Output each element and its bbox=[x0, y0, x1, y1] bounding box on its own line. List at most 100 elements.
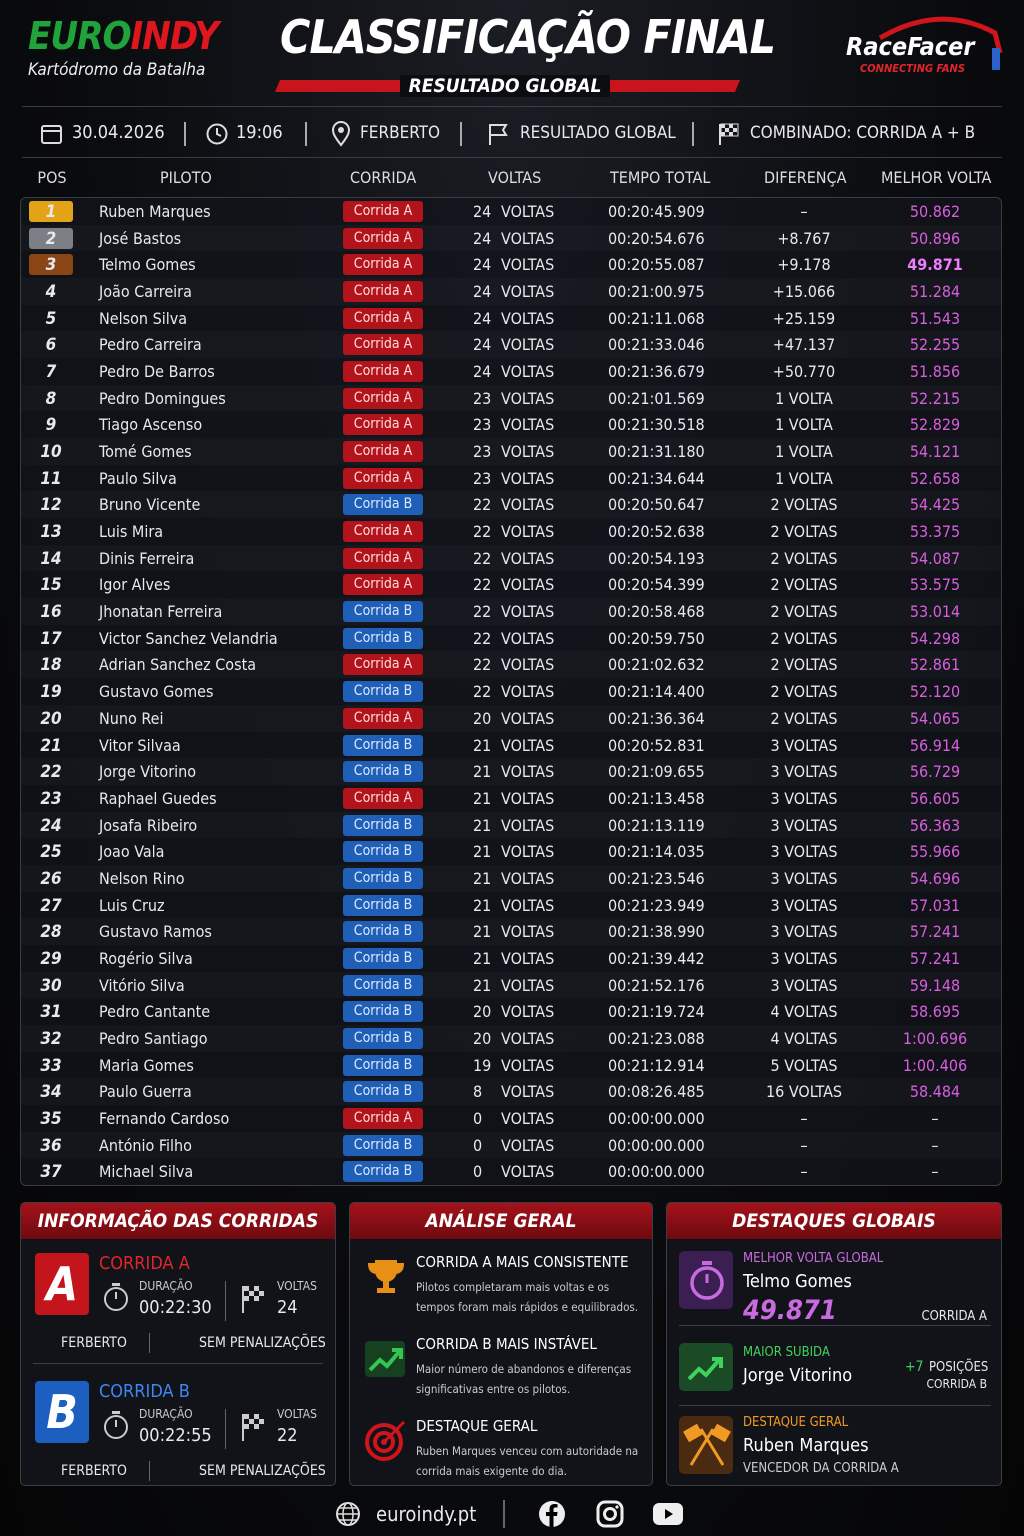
laps-unit: VOLTAS bbox=[501, 1108, 555, 1128]
best-lap: 1:00.696 bbox=[902, 1028, 968, 1048]
race-badge: Corrida A bbox=[343, 547, 423, 569]
flag-icon bbox=[489, 124, 508, 145]
analysis-panel: ANÁLISE GERAL CORRIDA A MAIS CONSISTENTE… bbox=[349, 1202, 653, 1486]
race-name: CORRIDA B bbox=[99, 1381, 190, 1402]
tagline: CONNECTING FANS bbox=[860, 62, 965, 75]
difference: 3 VOLTAS bbox=[770, 842, 838, 862]
difference: 3 VOLTAS bbox=[770, 868, 838, 888]
driver-name: Adrian Sanchez Costa bbox=[99, 655, 257, 675]
website[interactable]: euroindy.pt bbox=[376, 1502, 477, 1526]
best-lap: 54.121 bbox=[909, 442, 961, 462]
best-lap: 52.120 bbox=[909, 682, 961, 702]
laps: 22 bbox=[473, 602, 492, 622]
laps: 23 bbox=[473, 415, 492, 435]
table-row: 10 Tomé Gomes Corrida A 23 VOLTAS 00:21:31.18… bbox=[21, 438, 1001, 465]
panel-title: DESTAQUES GLOBAIS bbox=[667, 1203, 1001, 1239]
laps-unit: VOLTAS bbox=[501, 388, 555, 408]
laps: 22 bbox=[277, 1425, 298, 1446]
position: 2 bbox=[45, 228, 57, 249]
driver-name: Bruno Vicente bbox=[99, 495, 201, 515]
total-time: 00:21:01.569 bbox=[608, 388, 705, 408]
total-time: 00:21:13.458 bbox=[608, 788, 705, 808]
best-lap: 52.658 bbox=[909, 468, 961, 488]
race-badge: Corrida A bbox=[343, 467, 423, 489]
analysis-title: CORRIDA B MAIS INSTÁVEL bbox=[416, 1335, 597, 1353]
highlight-note: CORRIDA B bbox=[926, 1377, 987, 1391]
venue: Kartódromo da Batalha bbox=[28, 60, 206, 80]
column-header: TEMPO TOTAL bbox=[610, 168, 711, 187]
laps: 20 bbox=[473, 1028, 492, 1048]
table-row: 21 Vitor Silvaa Corrida B 21 VOLTAS 00:20:52.… bbox=[21, 732, 1001, 759]
position: 20 bbox=[40, 708, 62, 729]
position: 28 bbox=[40, 922, 62, 943]
driver-name: Telmo Gomes bbox=[99, 255, 196, 275]
laps: 24 bbox=[473, 335, 492, 355]
total-time: 00:20:52.638 bbox=[608, 522, 705, 542]
total-time: 00:08:26.485 bbox=[608, 1082, 705, 1102]
laps: 24 bbox=[473, 282, 492, 302]
difference: 2 VOLTAS bbox=[770, 655, 838, 675]
race-badge: Corrida A bbox=[343, 414, 423, 436]
table-row: 13 Luis Mira Corrida A 22 VOLTAS 00:20:52.638… bbox=[21, 518, 1001, 545]
table-row: 15 Igor Alves Corrida A 22 VOLTAS 00:20:54.39… bbox=[21, 571, 1001, 598]
location: FERBERTO bbox=[61, 1335, 127, 1351]
race-badge: Corrida B bbox=[343, 734, 423, 756]
checkered-icon bbox=[242, 1286, 264, 1313]
table-row: 5 Nelson Silva Corrida A 24 VOLTAS 00:21:11.0… bbox=[21, 305, 1001, 332]
laps: 22 bbox=[473, 495, 492, 515]
column-header: DIFERENÇA bbox=[764, 168, 847, 187]
analysis-text: Pilotos completaram mais voltas e os tem… bbox=[416, 1280, 639, 1314]
column-header: CORRIDA bbox=[350, 168, 417, 187]
best-lap: 1:00.406 bbox=[902, 1055, 968, 1075]
difference: 2 VOLTAS bbox=[770, 628, 838, 648]
laps: 24 bbox=[473, 202, 492, 221]
results-table: 1 Ruben Marques Corrida A 24 VOLTAS 00:20:45.… bbox=[20, 197, 1002, 1186]
total-time: 00:21:52.176 bbox=[608, 975, 705, 995]
youtube-icon[interactable] bbox=[652, 1501, 684, 1527]
column-header: MELHOR VOLTA bbox=[881, 168, 992, 187]
laps-unit: VOLTAS bbox=[501, 228, 555, 248]
best-lap: 58.695 bbox=[909, 1002, 961, 1022]
laps: 0 bbox=[473, 1108, 483, 1128]
race-badge: Corrida B bbox=[343, 681, 423, 703]
total-time: 00:21:00.975 bbox=[608, 282, 705, 302]
difference: 2 VOLTAS bbox=[770, 495, 838, 515]
separator bbox=[225, 1281, 226, 1321]
panel-title: INFORMAÇÃO DAS CORRIDAS bbox=[21, 1203, 335, 1239]
table-row: 4 João Carreira Corrida A 24 VOLTAS 00:21:00.… bbox=[21, 278, 1001, 305]
driver-name: Pedro Cantante bbox=[99, 1002, 211, 1022]
highlight-value: +7 bbox=[905, 1359, 924, 1375]
position: 34 bbox=[40, 1082, 62, 1103]
table-row: 18 Adrian Sanchez Costa Corrida A 22 VOLTAS 0… bbox=[21, 651, 1001, 678]
trend-icon bbox=[365, 1341, 405, 1377]
position: 29 bbox=[40, 948, 62, 969]
total-time: 00:21:31.180 bbox=[608, 442, 705, 462]
column-header: PILOTO bbox=[160, 168, 212, 187]
total-time: 00:20:55.087 bbox=[608, 255, 705, 275]
position: 19 bbox=[40, 682, 62, 703]
driver-name: Maria Gomes bbox=[99, 1055, 194, 1075]
difference: 3 VOLTAS bbox=[770, 895, 838, 915]
table-row: 1 Ruben Marques Corrida A 24 VOLTAS 00:20:45.… bbox=[21, 198, 1001, 225]
laps: 0 bbox=[473, 1135, 483, 1155]
position: 30 bbox=[40, 975, 62, 996]
flags-icon bbox=[683, 1423, 731, 1466]
laps: 21 bbox=[473, 788, 492, 808]
brand-indy: INDY bbox=[130, 14, 220, 58]
combined: COMBINADO: CORRIDA A + B bbox=[750, 123, 976, 143]
instagram-icon[interactable] bbox=[596, 1500, 624, 1528]
brand-euro: EURO bbox=[28, 14, 132, 58]
laps: 20 bbox=[473, 1002, 492, 1022]
column-header: VOLTAS bbox=[488, 168, 542, 187]
laps-unit: VOLTAS bbox=[501, 415, 555, 435]
separator bbox=[225, 1409, 226, 1449]
table-row: 32 Pedro Santiago Corrida B 20 VOLTAS 00:21:2… bbox=[21, 1025, 1001, 1052]
highlight-label: MAIOR SUBIDA bbox=[743, 1345, 830, 1360]
total-time: 00:21:36.364 bbox=[608, 708, 705, 728]
laps-label: VOLTAS bbox=[277, 1279, 317, 1293]
trend-icon bbox=[687, 1357, 723, 1381]
total-time: 00:20:59.750 bbox=[608, 628, 705, 648]
laps-unit: VOLTAS bbox=[501, 1002, 555, 1022]
facebook-icon[interactable] bbox=[538, 1500, 566, 1528]
table-row: 30 Vitório Silva Corrida B 21 VOLTAS 00:21:52… bbox=[21, 972, 1001, 999]
